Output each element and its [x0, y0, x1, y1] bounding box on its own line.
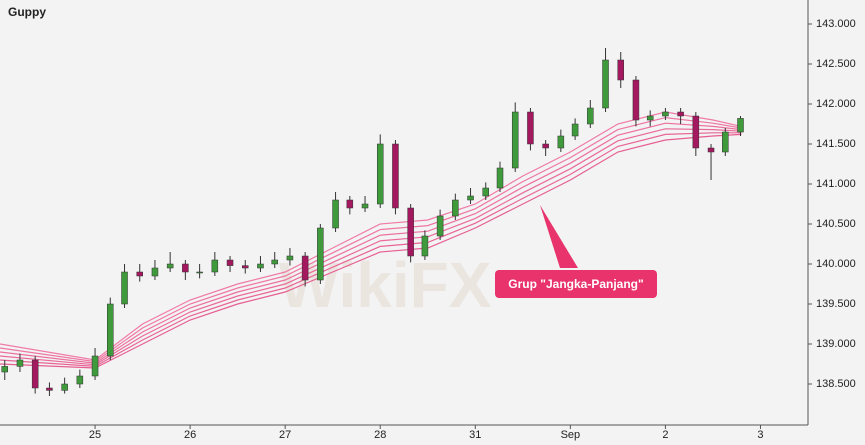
candle-body	[211, 259, 219, 273]
annotation: Grup "Jangka-Panjang"	[508, 277, 643, 291]
candle-body	[737, 118, 744, 133]
candle-body	[452, 199, 459, 217]
candle-body	[722, 131, 729, 153]
ma-line	[0, 132, 742, 368]
candle-body	[107, 303, 114, 357]
candle-body	[436, 215, 444, 237]
x-tick-label: 28	[374, 429, 386, 441]
candle-body	[151, 267, 159, 277]
y-tick-label: 143.000	[816, 18, 856, 30]
ma-line	[0, 133, 742, 369]
ma-line	[0, 122, 742, 364]
x-tick-label: 25	[89, 429, 101, 441]
candle-body	[182, 263, 189, 273]
candle-body	[31, 359, 39, 389]
candle-body	[646, 115, 654, 121]
candle-body	[271, 259, 278, 265]
candle-body	[421, 235, 429, 257]
candle-body	[286, 255, 294, 261]
candle-body	[527, 111, 534, 145]
ma-line	[0, 116, 742, 363]
candle-body	[632, 79, 640, 121]
candle-body	[571, 123, 579, 137]
candle-body	[496, 167, 504, 189]
x-tick-label: 31	[469, 429, 481, 441]
candle-body	[542, 143, 549, 149]
candle-body	[361, 203, 369, 209]
y-tick-label: 138.500	[816, 378, 856, 390]
candle-body	[617, 59, 624, 81]
ma-line	[0, 128, 742, 366]
candle-body	[662, 111, 669, 117]
candle-body	[166, 263, 174, 269]
x-tick-label: 3	[757, 429, 763, 441]
candle-body	[392, 143, 399, 209]
candle-body	[226, 259, 234, 266]
candle-body	[677, 111, 684, 117]
watermark: WikiFX	[279, 249, 492, 321]
candle-body	[317, 227, 324, 281]
candle-body	[91, 355, 99, 377]
candle-body	[46, 387, 53, 391]
chart-title: Guppy	[8, 5, 46, 19]
candle-body	[16, 359, 24, 367]
y-tick-label: 141.000	[816, 178, 856, 190]
annotation-pointer	[540, 205, 578, 268]
candle-body	[511, 111, 519, 169]
y-tick-label: 140.500	[816, 218, 856, 230]
candle-body	[136, 271, 143, 277]
candle-body	[301, 255, 309, 281]
candle-body	[76, 375, 84, 385]
y-tick-label: 140.000	[816, 258, 856, 270]
x-tick-label: Sep	[561, 429, 581, 441]
x-tick-label: 26	[184, 429, 196, 441]
x-tick-label: 2	[662, 429, 668, 441]
y-tick-label: 141.500	[816, 138, 856, 150]
candle-body	[587, 107, 594, 125]
candle-body	[121, 271, 128, 305]
candle-body	[557, 135, 565, 149]
candle-body	[1, 366, 9, 373]
candle-body	[346, 199, 354, 209]
y-tick-label: 139.000	[816, 338, 856, 350]
candle-body	[61, 383, 68, 391]
ma-line	[0, 111, 742, 361]
y-tick-label: 139.500	[816, 298, 856, 310]
candle-body	[407, 207, 414, 257]
candle-body	[257, 263, 264, 269]
candle-body	[196, 271, 203, 274]
candle-body	[692, 115, 700, 149]
candle-body	[242, 265, 249, 269]
candle-body	[376, 143, 384, 205]
candle-body	[602, 59, 609, 109]
candle-body	[332, 199, 339, 229]
y-tick-label: 142.500	[816, 58, 856, 70]
candle-body	[482, 187, 490, 197]
plot	[0, 48, 744, 396]
y-tick-label: 142.000	[816, 98, 856, 110]
annotation-box	[495, 270, 657, 298]
candle-body	[707, 147, 715, 153]
x-tick-label: 27	[279, 429, 291, 441]
candle-body	[467, 195, 474, 201]
